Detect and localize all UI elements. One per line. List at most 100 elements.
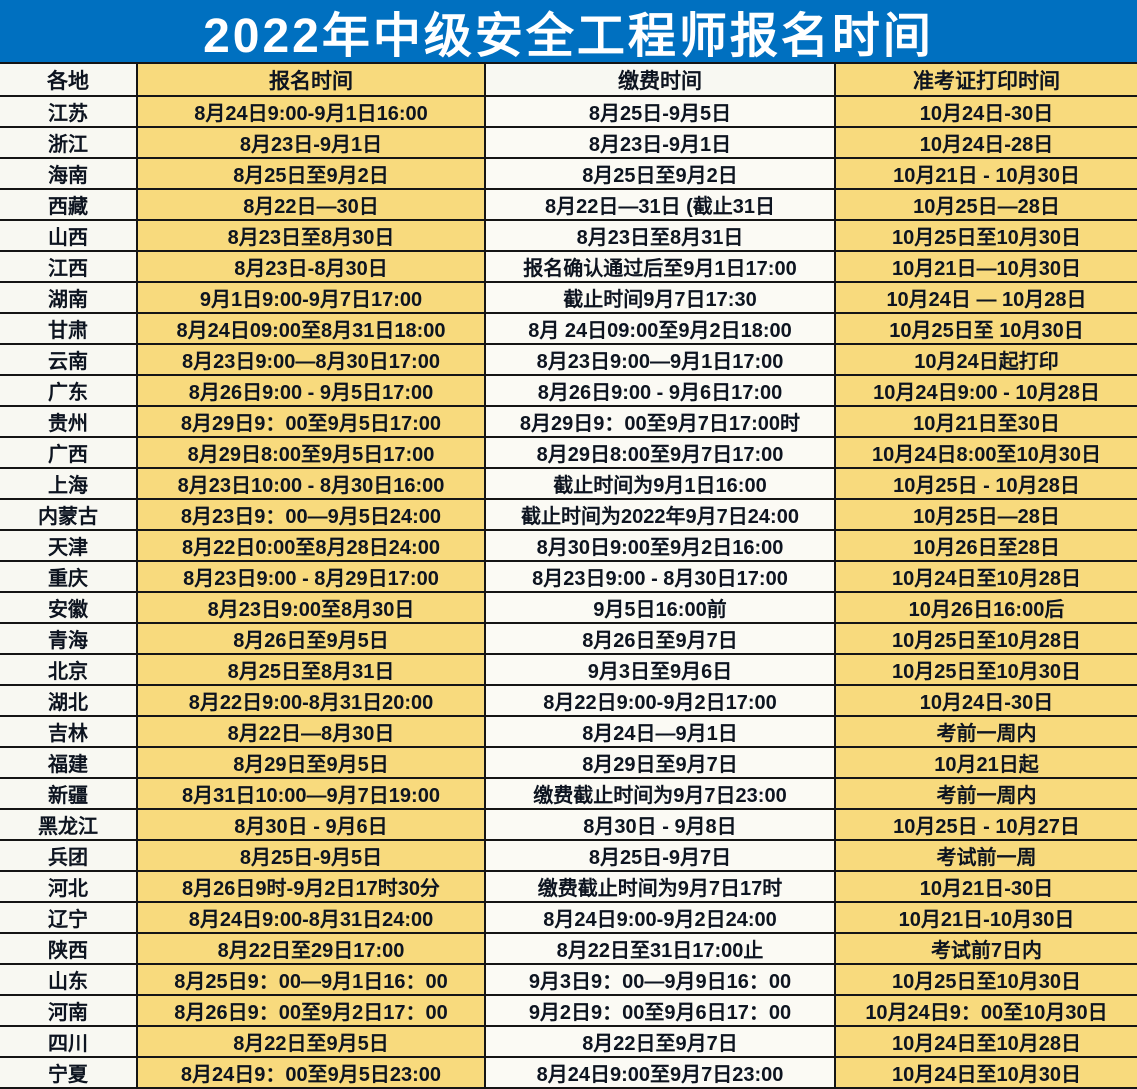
region-cell: 河南 (0, 994, 138, 1027)
region-cell: 新疆 (0, 777, 138, 810)
header-region: 各地 (0, 62, 138, 97)
pay-time-cell: 缴费截止时间为9月7日23:00 (484, 777, 836, 810)
region-cell: 北京 (0, 653, 138, 686)
register-time-cell: 8月22日—8月30日 (136, 715, 486, 748)
region-cell: 山西 (0, 219, 138, 252)
table-row: 湖北 8月22日9:00-8月31日20:00 8月22日9:00-9月2日17… (0, 684, 1137, 717)
region-cell: 四川 (0, 1025, 138, 1058)
print-time-cell: 考前一周内 (834, 777, 1137, 810)
pay-time-cell: 8月26日9:00 - 9月6日17:00 (484, 374, 836, 407)
register-time-cell: 8月24日9:00-9月1日16:00 (136, 95, 486, 128)
print-time-cell: 10月21日至30日 (834, 405, 1137, 438)
print-time-cell: 考前一周内 (834, 715, 1137, 748)
table-row: 辽宁 8月24日9:00-8月31日24:00 8月24日9:00-9月2日24… (0, 901, 1137, 934)
region-cell: 福建 (0, 746, 138, 779)
pay-time-cell: 9月5日16:00前 (484, 591, 836, 624)
pay-time-cell: 8月23日-9月1日 (484, 126, 836, 159)
table-row: 四川 8月22日至9月5日 8月22日至9月7日 10月24日至10月28日 (0, 1025, 1137, 1058)
register-time-cell: 8月25日9：00—9月1日16：00 (136, 963, 486, 996)
register-time-cell: 8月23日9：00—9月5日24:00 (136, 498, 486, 531)
pay-time-cell: 8月23日至8月31日 (484, 219, 836, 252)
print-time-cell: 考试前7日内 (834, 932, 1137, 965)
table-row: 江苏 8月24日9:00-9月1日16:00 8月25日-9月5日 10月24日… (0, 95, 1137, 128)
print-time-cell: 10月25日至 10月30日 (834, 312, 1137, 345)
register-time-cell: 8月23日至8月30日 (136, 219, 486, 252)
region-cell: 上海 (0, 467, 138, 500)
header-row: 各地 报名时间 缴费时间 准考证打印时间 (0, 62, 1137, 97)
pay-time-cell: 报名确认通过后至9月1日17:00 (484, 250, 836, 283)
region-cell: 海南 (0, 157, 138, 190)
register-time-cell: 8月23日10:00 - 8月30日16:00 (136, 467, 486, 500)
header-print-time: 准考证打印时间 (834, 62, 1137, 97)
table-body: 江苏 8月24日9:00-9月1日16:00 8月25日-9月5日 10月24日… (0, 95, 1137, 1089)
table-row: 北京 8月25日至8月31日 9月3日至9月6日 10月25日至10月30日 (0, 653, 1137, 686)
register-time-cell: 8月23日9:00—8月30日17:00 (136, 343, 486, 376)
print-time-cell: 10月25日至10月30日 (834, 219, 1137, 252)
pay-time-cell: 8月25日-9月5日 (484, 95, 836, 128)
print-time-cell: 10月24日9：00至10月30日 (834, 994, 1137, 1027)
print-time-cell: 10月25日—28日 (834, 498, 1137, 531)
table-row: 重庆 8月23日9:00 - 8月29日17:00 8月23日9:00 - 8月… (0, 560, 1137, 593)
pay-time-cell: 8月29日8:00至9月7日17:00 (484, 436, 836, 469)
print-time-cell: 10月25日至10月30日 (834, 963, 1137, 996)
header-pay-time: 缴费时间 (484, 62, 836, 97)
register-time-cell: 8月29日9：00至9月5日17:00 (136, 405, 486, 438)
print-time-cell: 10月21日起 (834, 746, 1137, 779)
pay-time-cell: 8月23日9:00 - 8月30日17:00 (484, 560, 836, 593)
table-row: 浙江 8月23日-9月1日 8月23日-9月1日 10月24日-28日 (0, 126, 1137, 159)
pay-time-cell: 9月2日9：00至9月6日17：00 (484, 994, 836, 1027)
pay-time-cell: 8月30日 - 9月8日 (484, 808, 836, 841)
table-header: 各地 报名时间 缴费时间 准考证打印时间 (0, 62, 1137, 97)
table-row: 湖南 9月1日9:00-9月7日17:00 截止时间9月7日17:30 10月2… (0, 281, 1137, 314)
pay-time-cell: 8月26日至9月7日 (484, 622, 836, 655)
table-row: 甘肃 8月24日09:00至8月31日18:00 8月 24日09:00至9月2… (0, 312, 1137, 345)
register-time-cell: 8月26日9时-9月2日17时30分 (136, 870, 486, 903)
table-row: 河北 8月26日9时-9月2日17时30分 缴费截止时间为9月7日17时 10月… (0, 870, 1137, 903)
pay-time-cell: 8月22日—31日 (截止31日 (484, 188, 836, 221)
table-row: 山西 8月23日至8月30日 8月23日至8月31日 10月25日至10月30日 (0, 219, 1137, 252)
table-row: 山东 8月25日9：00—9月1日16：00 9月3日9：00—9月9日16：0… (0, 963, 1137, 996)
table-row: 河南 8月26日9：00至9月2日17：00 9月2日9：00至9月6日17：0… (0, 994, 1137, 1027)
region-cell: 重庆 (0, 560, 138, 593)
region-cell: 云南 (0, 343, 138, 376)
register-time-cell: 8月24日9:00-8月31日24:00 (136, 901, 486, 934)
table-row: 陕西 8月22日至29日17:00 8月22日至31日17:00止 考试前7日内 (0, 932, 1137, 965)
table-row: 云南 8月23日9:00—8月30日17:00 8月23日9:00—9月1日17… (0, 343, 1137, 376)
register-time-cell: 8月22日至29日17:00 (136, 932, 486, 965)
table-row: 新疆 8月31日10:00—9月7日19:00 缴费截止时间为9月7日23:00… (0, 777, 1137, 810)
pay-time-cell: 8月24日9:00至9月7日23:00 (484, 1056, 836, 1089)
register-time-cell: 8月23日9:00 - 8月29日17:00 (136, 560, 486, 593)
pay-time-cell: 截止时间为9月1日16:00 (484, 467, 836, 500)
print-time-cell: 10月24日-30日 (834, 95, 1137, 128)
table-row: 贵州 8月29日9：00至9月5日17:00 8月29日9：00至9月7日17:… (0, 405, 1137, 438)
table-row: 海南 8月25日至9月2日 8月25日至9月2日 10月21日 - 10月30日 (0, 157, 1137, 190)
register-time-cell: 8月22日9:00-8月31日20:00 (136, 684, 486, 717)
region-cell: 黑龙江 (0, 808, 138, 841)
print-time-cell: 10月26日16:00后 (834, 591, 1137, 624)
print-time-cell: 考试前一周 (834, 839, 1137, 872)
region-cell: 浙江 (0, 126, 138, 159)
pay-time-cell: 8月23日9:00—9月1日17:00 (484, 343, 836, 376)
register-time-cell: 8月25日至9月2日 (136, 157, 486, 190)
register-time-cell: 8月29日8:00至9月5日17:00 (136, 436, 486, 469)
pay-time-cell: 8月24日—9月1日 (484, 715, 836, 748)
register-time-cell: 8月26日9:00 - 9月5日17:00 (136, 374, 486, 407)
print-time-cell: 10月25日至10月30日 (834, 653, 1137, 686)
pay-time-cell: 8月29日至9月7日 (484, 746, 836, 779)
table-row: 天津 8月22日0:00至8月28日24:00 8月30日9:00至9月2日16… (0, 529, 1137, 562)
pay-time-cell: 8月30日9:00至9月2日16:00 (484, 529, 836, 562)
register-time-cell: 8月22日0:00至8月28日24:00 (136, 529, 486, 562)
register-time-cell: 8月26日至9月5日 (136, 622, 486, 655)
region-cell: 贵州 (0, 405, 138, 438)
table-row: 兵团 8月25日-9月5日 8月25日-9月7日 考试前一周 (0, 839, 1137, 872)
pay-time-cell: 8月29日9：00至9月7日17:00时 (484, 405, 836, 438)
print-time-cell: 10月25日 - 10月27日 (834, 808, 1137, 841)
print-time-cell: 10月24日至10月30日 (834, 1056, 1137, 1089)
print-time-cell: 10月24日-28日 (834, 126, 1137, 159)
register-time-cell: 9月1日9:00-9月7日17:00 (136, 281, 486, 314)
print-time-cell: 10月21日 - 10月30日 (834, 157, 1137, 190)
table-row: 青海 8月26日至9月5日 8月26日至9月7日 10月25日至10月28日 (0, 622, 1137, 655)
print-time-cell: 10月24日至10月28日 (834, 560, 1137, 593)
print-time-cell: 10月21日-10月30日 (834, 901, 1137, 934)
region-cell: 江苏 (0, 95, 138, 128)
